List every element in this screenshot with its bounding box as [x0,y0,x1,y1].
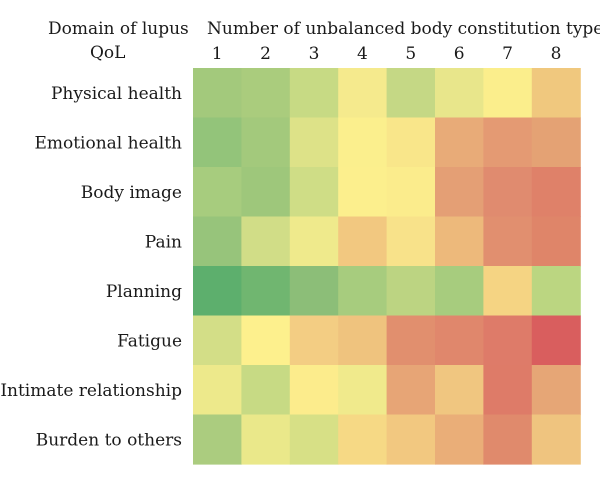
heatmap-cell [531,315,581,366]
heatmap-cell [338,68,388,119]
heatmap-cell [193,365,242,416]
heatmap-cell [435,167,484,218]
heatmap-cell [483,365,533,416]
heatmap-cell [386,117,436,168]
heatmap-cell [338,365,388,416]
heatmap-cell [483,266,533,317]
heatmap-cell [241,365,291,416]
heatmap-cell [241,68,291,119]
heatmap-cell [483,414,533,465]
heatmap-cell [483,117,533,168]
heatmap-cell [435,117,484,168]
heatmap-cell [289,216,339,267]
column-label: 2 [260,44,271,64]
heatmap-cell [435,414,484,465]
heatmap-cell [338,117,388,168]
row-header-line-2: QoL [90,43,126,63]
heatmap-cell [289,167,339,218]
heatmap-cell [435,266,484,317]
heatmap-cell [338,266,388,317]
heatmap-cell [386,68,436,119]
heatmap-cell [435,68,484,119]
heatmap-cell [338,315,388,366]
heatmap-cell [193,216,242,267]
heatmap-cell [386,414,436,465]
column-label: 3 [309,44,320,64]
column-label: 8 [551,44,562,64]
heatmap-cell [193,315,242,366]
column-label: 1 [212,44,223,64]
row-label: Fatigue [117,331,182,351]
heatmap-cell [241,315,291,366]
heatmap-cell [241,266,291,317]
heatmap-cell [193,266,242,317]
heatmap-cell [386,167,436,218]
row-label: Emotional health [34,133,182,153]
heatmap-cell [289,414,339,465]
heatmap-cell [531,216,581,267]
heatmap-cell [289,315,339,366]
row-label: Planning [106,282,182,302]
heatmap-cell [386,266,436,317]
heatmap-cell [483,68,533,119]
heatmap-cell [531,266,581,317]
row-label: Burden to others [36,430,182,450]
heatmap-cell [289,68,339,119]
column-label: 4 [357,44,368,64]
column-label: 6 [454,44,465,64]
heatmap-cell [193,117,242,168]
heatmap-cell [531,68,581,119]
heatmap-cell [289,266,339,317]
heatmap-cell [435,365,484,416]
heatmap-cell [531,117,581,168]
heatmap-cell [193,414,242,465]
row-label: Physical health [51,84,182,104]
heatmap-cell [531,365,581,416]
heatmap-cell [338,414,388,465]
heatmap-cell [483,216,533,267]
row-label: Pain [145,232,182,252]
heatmap-cell [435,315,484,366]
heatmap-cell [241,216,291,267]
column-label: 5 [405,44,416,64]
heatmap-cell [386,315,436,366]
row-label: Intimate relationship [0,381,182,401]
heatmap-cell [338,216,388,267]
row-label: Body image [81,183,182,203]
heatmap-cell [386,365,436,416]
heatmap-cell [241,414,291,465]
heatmap-cell [483,315,533,366]
heatmap-cell [241,117,291,168]
heatmap-cell [193,68,242,119]
heatmap-cell [241,167,291,218]
row-header-line-1: Domain of lupus [48,19,189,39]
heatmap-cell [483,167,533,218]
heatmap-cell [435,216,484,267]
heatmap-cell [289,365,339,416]
column-header: Number of unbalanced body constitution t… [207,19,600,39]
heatmap-cell [338,167,388,218]
column-label: 7 [502,44,513,64]
heatmap-cell [531,167,581,218]
heatmap-cell [531,414,581,465]
heatmap-cell [193,167,242,218]
heatmap-cell [386,216,436,267]
heatmap-cell [289,117,339,168]
